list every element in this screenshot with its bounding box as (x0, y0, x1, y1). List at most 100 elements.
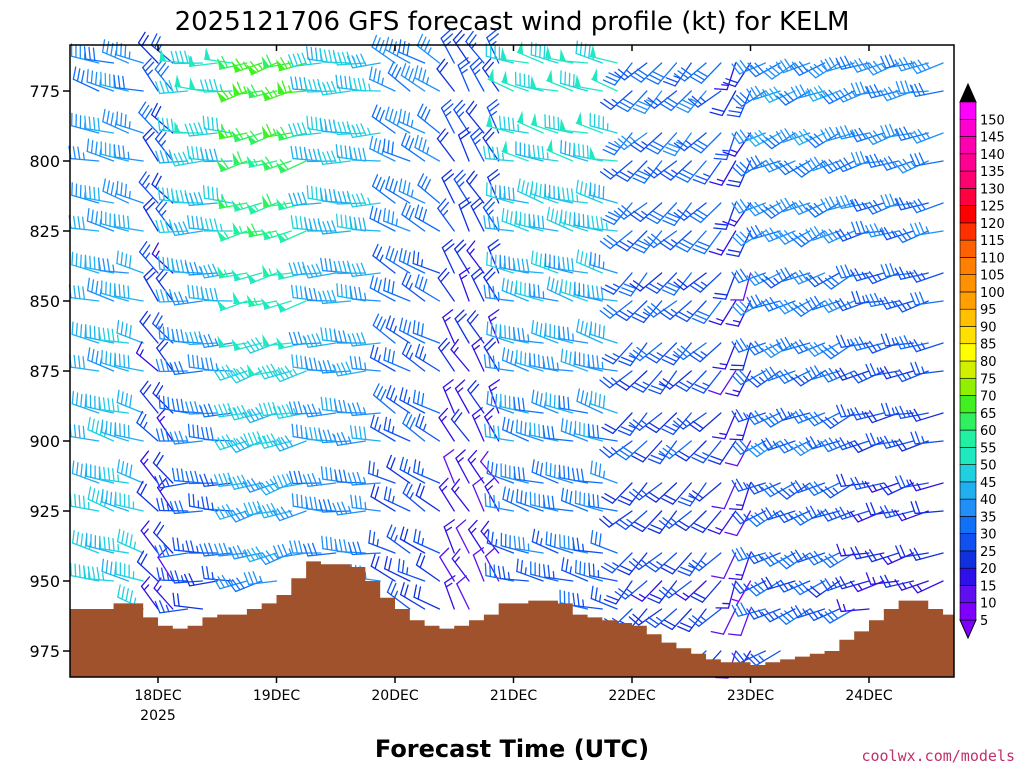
colorbar-swatch (959, 274, 977, 293)
wind-barb (589, 44, 618, 64)
wind-barb (227, 436, 263, 454)
wind-barb (746, 410, 781, 426)
wind-barb (497, 565, 529, 582)
wind-barb (401, 202, 426, 232)
wind-barb (676, 90, 707, 114)
wind-barb (453, 239, 470, 274)
wind-barb (894, 579, 929, 591)
wind-barb (482, 127, 500, 162)
wind-barb (346, 53, 381, 69)
wind-barb (114, 283, 144, 302)
wind-barb (98, 535, 130, 554)
wind-barbs (68, 29, 944, 679)
wind-barb (217, 266, 248, 279)
wind-barb (169, 291, 204, 306)
colorbar-swatch (959, 222, 977, 241)
wind-barb (142, 57, 159, 92)
wind-barb (528, 144, 559, 162)
wind-barb (84, 115, 115, 134)
wind-barb (275, 230, 307, 244)
wind-barb (675, 300, 707, 323)
wind-barb (114, 422, 144, 442)
wind-barb (386, 580, 411, 610)
wind-barb (790, 409, 826, 424)
wind-barb (531, 528, 559, 554)
wind-barb (232, 151, 263, 166)
wind-barb (228, 404, 263, 421)
wind-barb (399, 387, 426, 414)
wind-barb (691, 440, 722, 464)
wind-barb (198, 333, 233, 349)
wind-barb (528, 213, 559, 232)
colorbar-label: 35 (980, 510, 997, 525)
wind-barb (470, 267, 485, 302)
wind-barb (820, 482, 855, 499)
colorbar-swatch (959, 498, 977, 517)
colorbar-swatch (959, 360, 977, 379)
wind-barb (450, 338, 470, 372)
wind-barb (500, 532, 529, 554)
wind-barb (480, 450, 500, 484)
colorbar-swatch (959, 170, 977, 189)
wind-barb (399, 582, 426, 610)
wind-barb (587, 284, 618, 302)
wind-barb (599, 300, 633, 319)
wind-barb (709, 90, 737, 117)
wind-barb (302, 403, 337, 418)
wind-barb (530, 561, 559, 582)
colorbar-label: 15 (980, 579, 997, 594)
colorbar-swatch (959, 291, 977, 310)
wind-barb (257, 502, 292, 519)
wind-barb (805, 505, 841, 519)
wind-barb (472, 477, 485, 512)
wind-barb (880, 123, 915, 139)
wind-barb (761, 507, 796, 521)
wind-barb (116, 180, 144, 204)
wind-barb (213, 574, 248, 590)
wind-barb (213, 434, 248, 451)
wind-barb (348, 77, 381, 92)
wind-barb (383, 208, 411, 232)
wind-barb (546, 69, 574, 92)
wind-barb (731, 199, 766, 214)
wind-barb (414, 204, 441, 232)
wind-barb (529, 75, 559, 92)
wind-barb (261, 124, 292, 139)
wind-barb (574, 559, 604, 582)
wind-barb (288, 52, 322, 68)
wind-barb (673, 132, 707, 152)
wind-barb (691, 510, 722, 534)
wind-barb (646, 132, 678, 155)
wind-barb (731, 478, 766, 492)
wind-barb (659, 90, 692, 112)
wind-barb (466, 240, 485, 274)
wind-barb (761, 366, 796, 382)
wind-barb (370, 484, 396, 512)
y-tick-label: 800 (29, 152, 60, 171)
colorbar-swatch (959, 395, 977, 414)
wind-barb (97, 257, 130, 274)
colorbar-label: 65 (980, 407, 997, 422)
wind-barb (302, 473, 337, 488)
wind-barb (442, 379, 455, 414)
wind-barb (689, 342, 722, 363)
wind-barb (151, 102, 174, 134)
wind-barb (516, 488, 544, 512)
wind-barb (243, 571, 278, 586)
wind-barb (472, 547, 485, 582)
wind-barb (599, 370, 633, 389)
wind-barb (413, 459, 441, 484)
wind-barb (116, 459, 144, 484)
wind-barb (790, 128, 826, 146)
wind-barb (588, 493, 618, 512)
wind-barb (775, 267, 811, 282)
wind-barb (629, 202, 663, 223)
wind-barb (835, 404, 870, 418)
wind-barb (761, 86, 796, 104)
wind-barb (602, 202, 633, 226)
wind-barb (155, 79, 189, 95)
wind-barb (257, 433, 292, 449)
wind-barb (879, 156, 915, 171)
wind-barb (136, 480, 159, 512)
